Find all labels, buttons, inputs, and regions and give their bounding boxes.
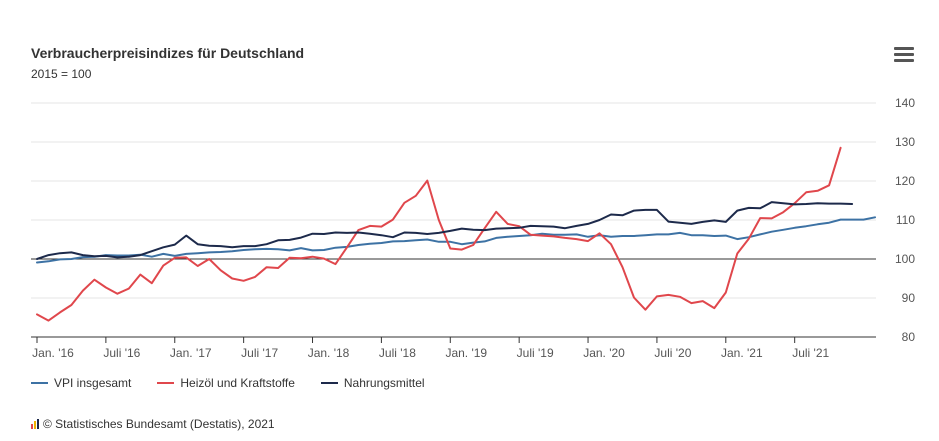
x-tick-label: Jan. '19 bbox=[445, 346, 487, 360]
series-line-1 bbox=[36, 146, 842, 322]
legend-swatch bbox=[31, 382, 48, 384]
x-tick-label: Juli '17 bbox=[241, 346, 278, 360]
x-tick-label: Juli '16 bbox=[103, 346, 140, 360]
credits-text: © Statistisches Bundesamt (Destatis), 20… bbox=[43, 417, 275, 431]
chart-title: Verbraucherpreisindizes für Deutschland bbox=[31, 45, 305, 61]
y-tick-label: 90 bbox=[902, 291, 916, 305]
x-tick-label: Jan. '16 bbox=[32, 346, 74, 360]
x-tick-label: Jan. '21 bbox=[721, 346, 763, 360]
credits: © Statistisches Bundesamt (Destatis), 20… bbox=[31, 417, 275, 431]
x-tick-label: Jan. '20 bbox=[583, 346, 625, 360]
destatis-logo-icon bbox=[31, 419, 39, 429]
series-line-2 bbox=[36, 201, 854, 260]
y-tick-label: 130 bbox=[895, 135, 915, 149]
series-line-0 bbox=[36, 216, 876, 264]
legend-swatch bbox=[157, 382, 175, 384]
x-tick-label: Jan. '18 bbox=[308, 346, 350, 360]
y-tick-label: 120 bbox=[895, 174, 915, 188]
legend-label: VPI insgesamt bbox=[54, 376, 132, 390]
legend-item-vpi[interactable]: VPI insgesamt bbox=[31, 376, 131, 390]
legend-swatch bbox=[320, 382, 338, 384]
legend-label: Heizöl und Kraftstoffe bbox=[180, 376, 295, 390]
x-tick-label: Juli '21 bbox=[792, 346, 829, 360]
y-tick-label: 80 bbox=[902, 330, 916, 344]
y-tick-label: 100 bbox=[895, 252, 915, 266]
legend-item-nahrungsmittel[interactable]: Nahrungsmittel bbox=[320, 376, 425, 390]
legend-label: Nahrungsmittel bbox=[343, 376, 425, 390]
line-chart: 80 90 100 110 120 130 140 Jan. '16 Juli '16 Jan. … bbox=[31, 96, 916, 360]
y-tick-label: 140 bbox=[895, 96, 915, 110]
x-tick-label: Juli '19 bbox=[517, 346, 554, 360]
chart-subtitle: 2015 = 100 bbox=[31, 67, 92, 81]
x-tick-label: Juli '20 bbox=[654, 346, 691, 360]
y-tick-label: 110 bbox=[896, 213, 915, 227]
hamburger-menu-icon[interactable] bbox=[893, 45, 915, 65]
x-tick-label: Juli '18 bbox=[379, 346, 416, 360]
x-tick-label: Jan. '17 bbox=[170, 346, 212, 360]
chart-legend: VPI insgesamt Heizöl und Kraftstoffe Nah… bbox=[31, 376, 425, 390]
legend-item-heizoel[interactable]: Heizöl und Kraftstoffe bbox=[157, 376, 295, 390]
